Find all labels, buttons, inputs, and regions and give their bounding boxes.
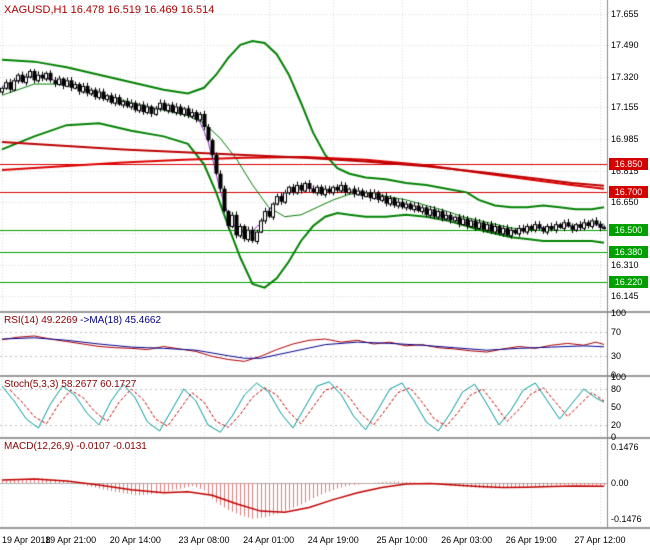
main-price-panel[interactable]: XAGUSD,H1 16.478 16.519 16.469 16.514: [0, 0, 607, 311]
rsi-label: RSI(14) 49.2269: [4, 315, 78, 326]
stochastic-panel[interactable]: Stoch(5,3,3) 58.2677 60.1727: [0, 377, 607, 437]
stochastic-label: Stoch(5,3,3) 58.2677 60.1727: [4, 379, 137, 390]
rsi-panel[interactable]: RSI(14) 49.2269 ->MA(18) 45.4662: [0, 313, 607, 375]
macd-label: MACD(12,26,9) -0.0107 -0.0131: [4, 441, 147, 452]
rsi-panel-label: RSI(14) 49.2269 ->MA(18) 45.4662: [4, 315, 161, 326]
rsi-ma-label: ->MA(18) 45.4662: [80, 315, 162, 326]
symbol-ohlc-title: XAGUSD,H1 16.478 16.519 16.469 16.514: [4, 4, 215, 16]
macd-panel[interactable]: MACD(12,26,9) -0.0107 -0.0131: [0, 439, 607, 527]
